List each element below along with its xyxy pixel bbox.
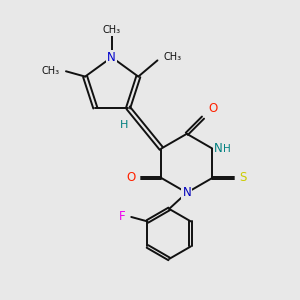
Text: O: O [208, 102, 218, 115]
Text: N: N [182, 186, 191, 199]
Text: CH₃: CH₃ [164, 52, 182, 62]
Text: CH₃: CH₃ [103, 25, 121, 35]
Text: H: H [223, 143, 230, 154]
Text: CH₃: CH₃ [41, 66, 59, 76]
Text: O: O [126, 172, 135, 184]
Text: N: N [214, 142, 223, 155]
Text: S: S [240, 172, 247, 184]
Text: H: H [120, 120, 128, 130]
Text: F: F [119, 211, 126, 224]
Text: N: N [107, 51, 116, 64]
